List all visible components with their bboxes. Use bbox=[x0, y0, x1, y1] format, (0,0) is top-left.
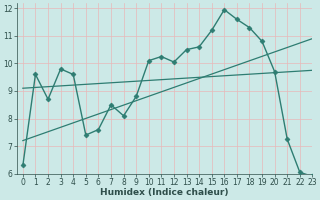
X-axis label: Humidex (Indice chaleur): Humidex (Indice chaleur) bbox=[100, 188, 229, 197]
